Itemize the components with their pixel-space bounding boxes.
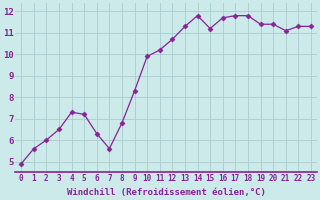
X-axis label: Windchill (Refroidissement éolien,°C): Windchill (Refroidissement éolien,°C) <box>67 188 266 197</box>
